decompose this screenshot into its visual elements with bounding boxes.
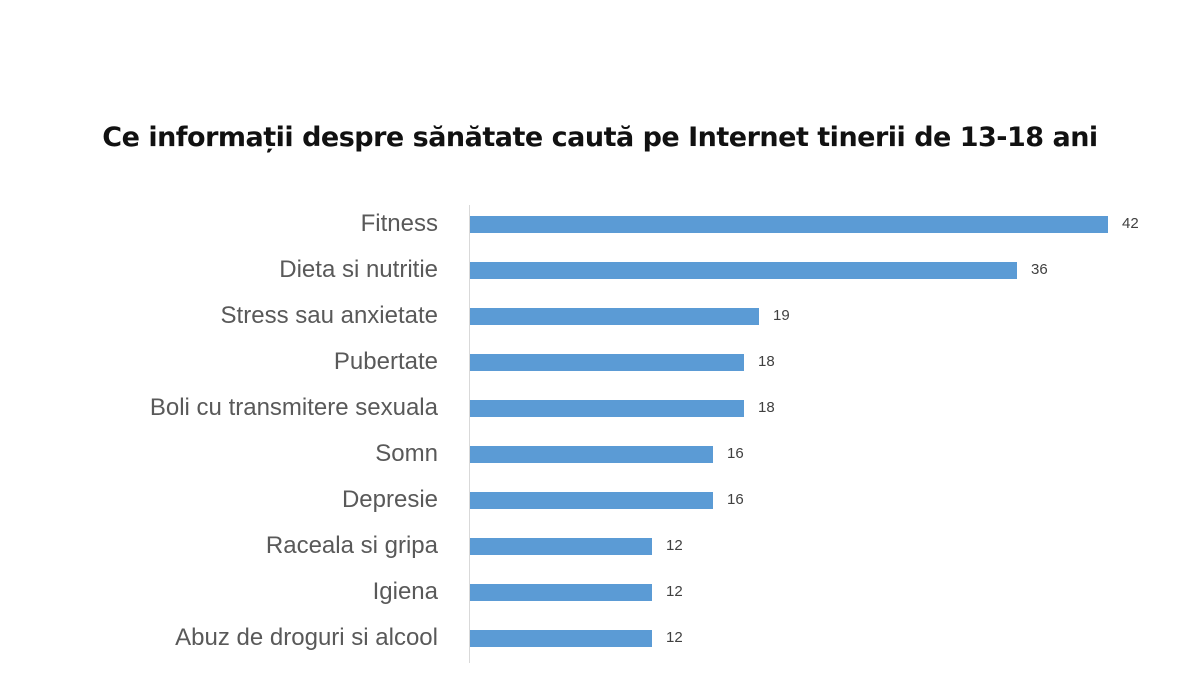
bar-row: Depresie 16	[0, 477, 1200, 523]
bar	[470, 630, 652, 647]
bar-row: Pubertate 18	[0, 339, 1200, 385]
category-label: Abuz de droguri si alcool	[175, 624, 438, 651]
value-label: 12	[666, 537, 683, 554]
bar	[470, 492, 713, 509]
category-label: Dieta si nutritie	[279, 256, 438, 283]
value-label: 16	[727, 491, 744, 508]
category-label: Somn	[375, 440, 438, 467]
bar-row: Boli cu transmitere sexuala 18	[0, 385, 1200, 431]
value-label: 18	[758, 399, 775, 416]
value-label: 16	[727, 445, 744, 462]
value-label: 42	[1122, 215, 1139, 232]
category-label: Stress sau anxietate	[220, 302, 438, 329]
value-label: 12	[666, 629, 683, 646]
bar	[470, 538, 652, 555]
bar	[470, 446, 713, 463]
y-axis-line	[469, 205, 470, 663]
category-label: Igiena	[372, 578, 438, 605]
category-label: Raceala si gripa	[265, 532, 438, 559]
category-label: Boli cu transmitere sexuala	[149, 394, 438, 421]
category-label: Depresie	[341, 486, 438, 513]
bar	[470, 354, 744, 371]
bar-row: Fitness 42	[0, 201, 1200, 247]
bar-row: Abuz de droguri si alcool 12	[0, 615, 1200, 661]
bar-row: Raceala si gripa 12	[0, 523, 1200, 569]
category-label: Fitness	[360, 210, 438, 237]
bar	[470, 308, 759, 325]
chart-title: Ce informații despre sănătate caută pe I…	[102, 122, 1098, 153]
bar-row: Dieta si nutritie 36	[0, 247, 1200, 293]
bar-row: Igiena 12	[0, 569, 1200, 615]
bar-row: Somn 16	[0, 431, 1200, 477]
bar	[470, 584, 652, 601]
value-label: 19	[773, 307, 790, 324]
value-label: 18	[758, 353, 775, 370]
bar-row: Stress sau anxietate 19	[0, 293, 1200, 339]
bar	[470, 400, 744, 417]
bar	[470, 216, 1108, 233]
value-label: 12	[666, 583, 683, 600]
bar	[470, 262, 1017, 279]
value-label: 36	[1031, 261, 1048, 278]
category-label: Pubertate	[333, 348, 438, 375]
